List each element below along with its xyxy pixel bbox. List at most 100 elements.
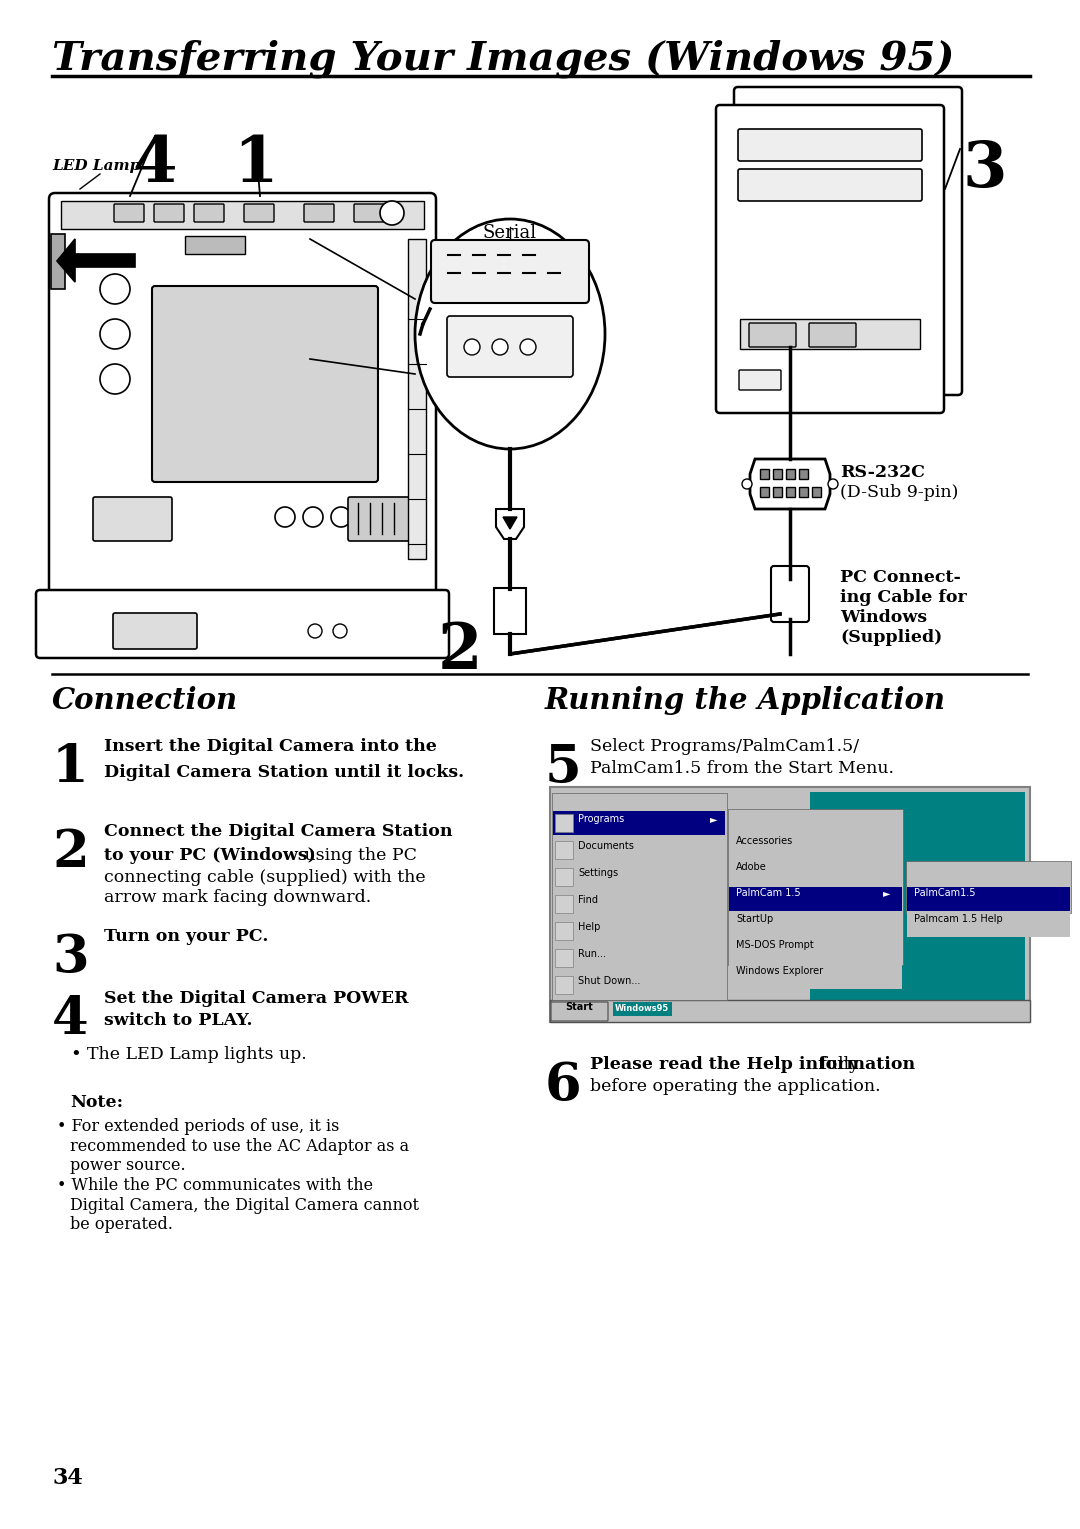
Bar [555, 894, 573, 913]
Bar [729, 861, 902, 885]
Text: Adobe: Adobe [735, 862, 767, 872]
Text: 1: 1 [233, 135, 278, 196]
Text: Run...: Run... [578, 950, 606, 959]
Text: Accessories: Accessories [735, 836, 793, 846]
Bar [555, 922, 573, 940]
Circle shape [275, 508, 295, 528]
Text: The LED Lamp lights up.: The LED Lamp lights up. [87, 1046, 307, 1063]
Bar [553, 972, 725, 997]
Text: Please read the Help information: Please read the Help information [590, 1057, 915, 1073]
Text: arrow mark facing downward.: arrow mark facing downward. [104, 888, 372, 907]
Text: PalmCam1.5: PalmCam1.5 [914, 888, 975, 898]
FancyBboxPatch shape [244, 203, 274, 222]
FancyBboxPatch shape [739, 370, 781, 390]
Circle shape [308, 624, 322, 638]
FancyBboxPatch shape [194, 203, 224, 222]
Text: connecting cable (supplied) with the: connecting cable (supplied) with the [104, 868, 426, 885]
Text: ing Cable for: ing Cable for [840, 589, 967, 605]
Bar [906, 861, 1071, 913]
Circle shape [100, 274, 130, 304]
FancyBboxPatch shape [152, 286, 378, 482]
Bar [729, 965, 902, 989]
FancyBboxPatch shape [551, 1001, 608, 1021]
Text: Windows95: Windows95 [615, 1005, 670, 1014]
Text: Insert the Digital Camera into the: Insert the Digital Camera into the [104, 739, 437, 755]
Text: StartUp: StartUp [735, 914, 773, 924]
Text: 4: 4 [133, 135, 177, 196]
Bar [907, 913, 1070, 937]
Bar [60, 200, 424, 229]
Circle shape [303, 508, 323, 528]
FancyBboxPatch shape [738, 128, 922, 161]
FancyBboxPatch shape [771, 566, 809, 622]
Bar [553, 891, 725, 916]
Bar [740, 320, 920, 349]
Text: Help: Help [578, 922, 600, 933]
Bar [553, 865, 725, 888]
Circle shape [828, 479, 838, 489]
Text: before operating the application.: before operating the application. [590, 1078, 880, 1095]
Bar [773, 469, 782, 479]
Circle shape [333, 624, 347, 638]
Text: PalmCam1.5 from the Start Menu.: PalmCam1.5 from the Start Menu. [590, 760, 894, 777]
Text: LED Lamp: LED Lamp [52, 159, 140, 173]
FancyBboxPatch shape [750, 323, 796, 347]
Polygon shape [503, 517, 517, 529]
Text: power source.: power source. [70, 1157, 186, 1174]
Text: Palmcam 1.5 Help: Palmcam 1.5 Help [914, 914, 1002, 924]
Text: ►: ► [710, 813, 717, 824]
FancyBboxPatch shape [447, 317, 573, 378]
Text: Set the Digital Camera POWER: Set the Digital Camera POWER [104, 989, 408, 1008]
Text: RS-232C: RS-232C [840, 463, 924, 482]
FancyBboxPatch shape [354, 203, 384, 222]
Text: Digital Camera, the Digital Camera cannot: Digital Camera, the Digital Camera canno… [70, 1197, 419, 1214]
Text: (D-Sub 9-pin): (D-Sub 9-pin) [840, 485, 958, 502]
Text: using the PC: using the PC [299, 847, 417, 864]
FancyBboxPatch shape [734, 87, 962, 394]
FancyBboxPatch shape [303, 203, 334, 222]
Bar [799, 469, 808, 479]
Text: to your PC (Windows): to your PC (Windows) [104, 847, 315, 864]
FancyBboxPatch shape [36, 590, 449, 657]
Text: ►: ► [883, 888, 891, 898]
Bar [555, 976, 573, 994]
Polygon shape [57, 239, 135, 281]
FancyBboxPatch shape [809, 323, 856, 347]
Text: Serial: Serial [483, 225, 537, 242]
FancyBboxPatch shape [716, 106, 944, 413]
Bar [552, 794, 727, 1000]
Circle shape [742, 479, 752, 489]
Bar [408, 239, 426, 560]
Bar [553, 838, 725, 862]
Text: Documents: Documents [578, 841, 634, 852]
Text: • For extended periods of use, it is: • For extended periods of use, it is [57, 1118, 339, 1135]
Bar [553, 919, 725, 943]
FancyBboxPatch shape [348, 497, 414, 541]
Bar [729, 887, 902, 911]
Bar [185, 235, 245, 254]
FancyBboxPatch shape [49, 193, 436, 605]
Circle shape [464, 339, 480, 355]
Text: 5: 5 [545, 742, 582, 794]
FancyBboxPatch shape [738, 170, 922, 200]
Text: Programs: Programs [578, 813, 624, 824]
Text: (Supplied): (Supplied) [840, 628, 942, 645]
Text: Transferring Your Images (Windows 95): Transferring Your Images (Windows 95) [52, 40, 955, 78]
Text: 1: 1 [52, 742, 89, 794]
Text: 6: 6 [545, 1060, 582, 1112]
FancyBboxPatch shape [114, 203, 144, 222]
Text: Start: Start [565, 1001, 593, 1012]
Circle shape [100, 320, 130, 349]
Polygon shape [750, 459, 831, 509]
Bar [907, 887, 1070, 911]
Text: Turn on your PC.: Turn on your PC. [104, 928, 268, 945]
Text: Find: Find [578, 894, 598, 905]
Bar [555, 813, 573, 832]
FancyBboxPatch shape [154, 203, 184, 222]
Bar [760, 488, 769, 497]
Bar [728, 809, 903, 965]
Bar [555, 950, 573, 966]
Circle shape [330, 508, 351, 528]
Bar [555, 868, 573, 885]
Text: be operated.: be operated. [70, 1216, 173, 1232]
